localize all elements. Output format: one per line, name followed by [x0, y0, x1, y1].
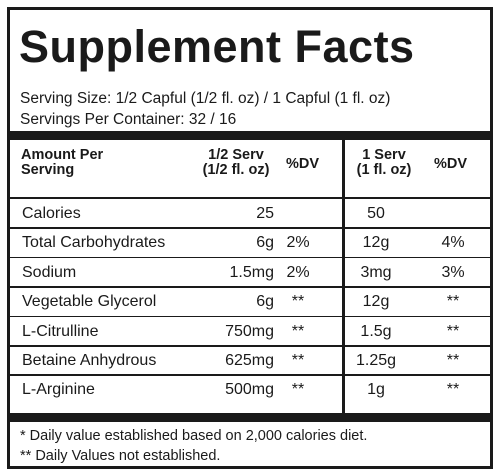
- half-serving-line1: 1/2 Serv: [208, 147, 264, 163]
- half-serving-dv: 2%: [286, 263, 310, 281]
- one-serving-dv: **: [446, 322, 460, 340]
- one-serving-dv: 3%: [441, 263, 465, 281]
- header-divider: [10, 197, 490, 199]
- nutrient-name: L-Citrulline: [22, 322, 99, 340]
- one-serving-line2: (1 fl. oz): [356, 162, 412, 178]
- row-divider: [10, 345, 490, 347]
- half-serving-amount: 1.5mg: [229, 263, 274, 281]
- one-serving-header: 1 Serv (1 fl. oz): [348, 148, 420, 178]
- one-serving-amount: 50: [367, 205, 385, 222]
- one-serving-dv: **: [446, 352, 460, 369]
- half-serving-dv: 2%: [286, 234, 310, 252]
- supplement-facts-panel: Supplement Facts Serving Size: 1/2 Capfu…: [7, 7, 493, 469]
- row-divider: [10, 315, 490, 318]
- one-serving-dv: **: [446, 293, 460, 311]
- half-serving-dv: **: [291, 322, 305, 340]
- nutrient-name: Calories: [22, 205, 81, 222]
- nutrient-name: Total Carbohydrates: [22, 234, 166, 252]
- amount-per-serving-line1: Amount Per: [21, 147, 104, 163]
- half-serving-header: 1/2 Serv (1/2 fl. oz): [190, 148, 282, 178]
- one-serving-amount: 1.25g: [355, 352, 397, 369]
- one-serving-dv: **: [446, 381, 460, 399]
- half-serving-amount: 625mg: [225, 352, 274, 369]
- nutrient-name: Vegetable Glycerol: [22, 293, 157, 311]
- row-divider: [10, 374, 490, 376]
- panel-title: Supplement Facts: [19, 21, 415, 72]
- nutrient-name: L-Arginine: [22, 381, 95, 399]
- half-serving-amount: 750mg: [225, 322, 274, 340]
- footnote-not-established: ** Daily Values not established.: [20, 448, 221, 464]
- one-serving-amount: 1g: [367, 381, 385, 399]
- serving-size: Serving Size: 1/2 Capful (1/2 fl. oz) / …: [20, 90, 391, 107]
- half-serving-dv: **: [291, 352, 305, 369]
- nutrient-name: Sodium: [22, 263, 77, 281]
- bottom-thick-divider: [10, 413, 490, 422]
- nutrient-name: Betaine Anhydrous: [22, 352, 157, 369]
- amount-per-serving-header: Amount Per Serving: [21, 148, 103, 178]
- one-serving-amount: 1.5g: [360, 322, 392, 340]
- amount-per-serving-line2: Serving: [21, 162, 75, 178]
- row-divider: [10, 227, 490, 229]
- top-thick-divider: [10, 131, 490, 140]
- half-serving-dv: **: [291, 293, 305, 311]
- one-serving-dv: 4%: [441, 234, 465, 252]
- servings-per-container: Servings Per Container: 32 / 16: [20, 111, 237, 128]
- half-serving-line2: (1/2 fl. oz): [202, 162, 270, 178]
- one-serving-amount: 12g: [362, 293, 390, 311]
- half-serving-amount: 25: [256, 205, 274, 222]
- half-serving-amount: 500mg: [225, 381, 274, 399]
- half-serving-dv: **: [291, 381, 305, 399]
- footnote-daily-value: * Daily value established based on 2,000…: [20, 428, 368, 444]
- half-serving-amount: 6g: [256, 234, 274, 252]
- half-serving-amount: 6g: [256, 293, 274, 311]
- column-separator: [342, 140, 345, 413]
- dv-header-half: %DV: [286, 156, 320, 172]
- dv-header-one: %DV: [434, 156, 468, 172]
- row-divider: [10, 286, 490, 288]
- one-serving-line1: 1 Serv: [362, 147, 406, 163]
- one-serving-amount: 12g: [362, 234, 390, 252]
- one-serving-amount: 3mg: [360, 263, 392, 281]
- row-divider: [10, 256, 490, 259]
